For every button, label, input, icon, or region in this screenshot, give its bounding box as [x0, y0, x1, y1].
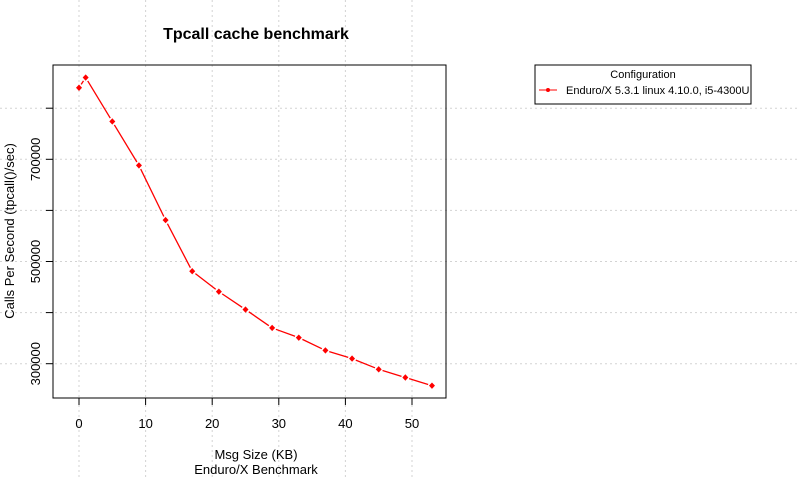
- series-line-segment: [140, 168, 165, 217]
- series-line-segment: [166, 223, 191, 268]
- series-line-segment: [87, 80, 111, 119]
- series-line-segment: [329, 350, 349, 359]
- x-tick-label: 10: [138, 416, 152, 431]
- series-line-segment: [113, 124, 138, 163]
- data-point: [349, 355, 356, 362]
- legend-title: Configuration: [610, 69, 675, 81]
- data-point: [375, 366, 382, 373]
- data-point: [402, 374, 409, 381]
- y-tick-label: 700000: [28, 138, 43, 181]
- data-point: [269, 324, 276, 332]
- y-axis-label: Calls Per Second (tpcall()/sec): [2, 143, 17, 319]
- series-line-segment: [302, 338, 323, 350]
- series-line-segment: [382, 369, 402, 377]
- data-point: [135, 162, 142, 169]
- plot-frame: [52, 64, 447, 399]
- data-point: [162, 216, 169, 224]
- data-point: [215, 288, 222, 295]
- x-tick-label: 20: [205, 416, 219, 431]
- chart-subtitle: Enduro/X Benchmark: [194, 462, 318, 477]
- data-point: [295, 334, 302, 341]
- x-tick-label: 40: [338, 416, 352, 431]
- x-axis-label: Msg Size (KB): [214, 447, 297, 462]
- legend: Configuration Enduro/X 5.3.1 linux 4.10.…: [534, 64, 752, 105]
- series-line-segment: [355, 359, 376, 369]
- chart-title: Tpcall cache benchmark: [163, 26, 349, 43]
- series-line-segment: [221, 293, 243, 308]
- data-point: [189, 268, 196, 275]
- data-point: [428, 382, 435, 389]
- x-tick-label: 50: [405, 416, 419, 431]
- x-tick-label: 30: [272, 416, 286, 431]
- legend-box: [534, 64, 752, 105]
- y-tick-label: 500000: [28, 240, 43, 283]
- data-point: [322, 347, 329, 354]
- series-line-segment: [194, 273, 217, 290]
- series-line-segment: [275, 328, 296, 337]
- x-tick-label: 0: [75, 416, 82, 431]
- series-line-segment: [248, 311, 270, 327]
- legend-entry-0: Enduro/X 5.3.1 linux 4.10.0, i5-4300U: [566, 85, 750, 97]
- data-point: [109, 118, 116, 125]
- data-point: [82, 74, 89, 81]
- data-point: [242, 306, 249, 313]
- axes: 0 10 20 30 40 50 300000 500000 700000: [28, 107, 419, 431]
- series-line-segment: [80, 80, 85, 85]
- series: [76, 74, 435, 389]
- y-tick-label: 300000: [28, 342, 43, 385]
- legend-point-marker: [546, 88, 550, 92]
- data-point: [76, 84, 82, 91]
- series-line-segment: [408, 378, 429, 386]
